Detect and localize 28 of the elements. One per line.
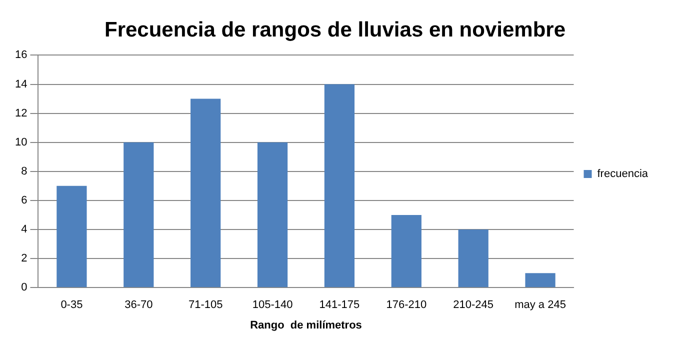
x-tick-label: may a 245 (514, 299, 566, 312)
x-axis-title: Rango de milímetros (250, 319, 362, 332)
bar (324, 84, 355, 288)
y-tick-label: 8 (21, 165, 28, 178)
x-tick-label: 210-245 (453, 299, 494, 312)
bar (124, 142, 154, 288)
y-tick-label: 12 (14, 107, 28, 120)
legend-label: frecuencia (597, 168, 649, 180)
bar (391, 214, 422, 288)
bar (257, 142, 288, 288)
y-tick-label: 6 (21, 194, 28, 206)
chart-title: Frecuencia de rangos de lluvias en noviembre (104, 18, 566, 42)
y-tick-label: 16 (14, 49, 28, 62)
x-tick-label: 0-35 (60, 299, 83, 312)
x-tick-label: 176-210 (386, 299, 427, 312)
y-tick-label: 14 (14, 78, 28, 90)
bar (56, 186, 87, 288)
bar (190, 98, 221, 288)
y-tick-label: 2 (21, 252, 28, 265)
bar (525, 273, 556, 288)
x-tick-label: 36-70 (124, 299, 153, 312)
bar (458, 230, 488, 288)
y-tick-label: 10 (14, 136, 28, 148)
x-tick-label: 105-140 (252, 299, 293, 312)
y-tick-label: 0 (21, 282, 28, 294)
x-tick-label: 71-105 (188, 299, 223, 312)
x-tick-label: 141-175 (319, 299, 360, 312)
y-tick-label: 4 (21, 224, 28, 236)
